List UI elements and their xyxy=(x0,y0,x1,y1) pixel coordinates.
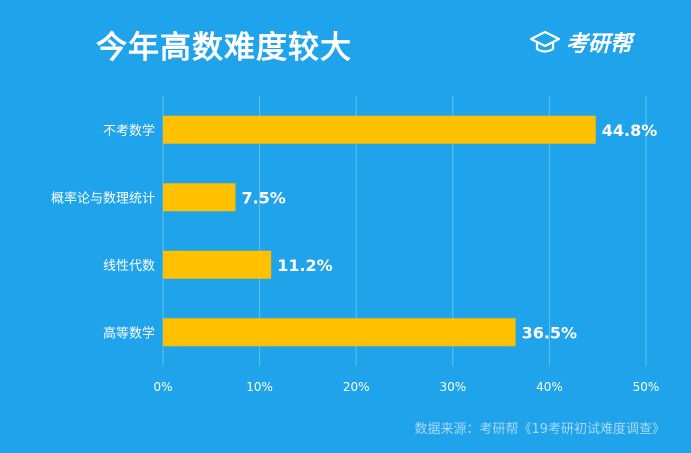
x-tick-label: 50% xyxy=(633,380,660,394)
x-tick-label: 20% xyxy=(343,380,370,394)
x-tick-label: 40% xyxy=(536,380,563,394)
bar xyxy=(163,183,236,212)
category-label: 不考数学 xyxy=(103,123,155,139)
x-tick-label: 30% xyxy=(439,380,466,394)
x-tick-label: 0% xyxy=(153,380,172,394)
brand-name: 考研帮 xyxy=(566,32,633,57)
graduation-cap-icon xyxy=(530,30,560,54)
value-label: 11.2% xyxy=(277,256,333,275)
value-label: 7.5% xyxy=(241,188,285,207)
bar xyxy=(163,115,596,144)
bar xyxy=(163,318,516,347)
source-note: 数据来源：考研帮《19考研初试难度调查》 xyxy=(414,422,665,437)
category-label: 概率论与数理统计 xyxy=(51,190,155,206)
x-tick-label: 10% xyxy=(246,380,273,394)
chart-title: 今年高数难度较大 xyxy=(96,30,352,66)
value-label: 36.5% xyxy=(522,323,578,342)
category-label: 高等数学 xyxy=(103,325,155,341)
value-label: 44.8% xyxy=(602,121,658,140)
category-label: 线性代数 xyxy=(103,259,155,274)
brand-logo: 考研帮 xyxy=(530,26,632,58)
bar xyxy=(163,250,272,279)
